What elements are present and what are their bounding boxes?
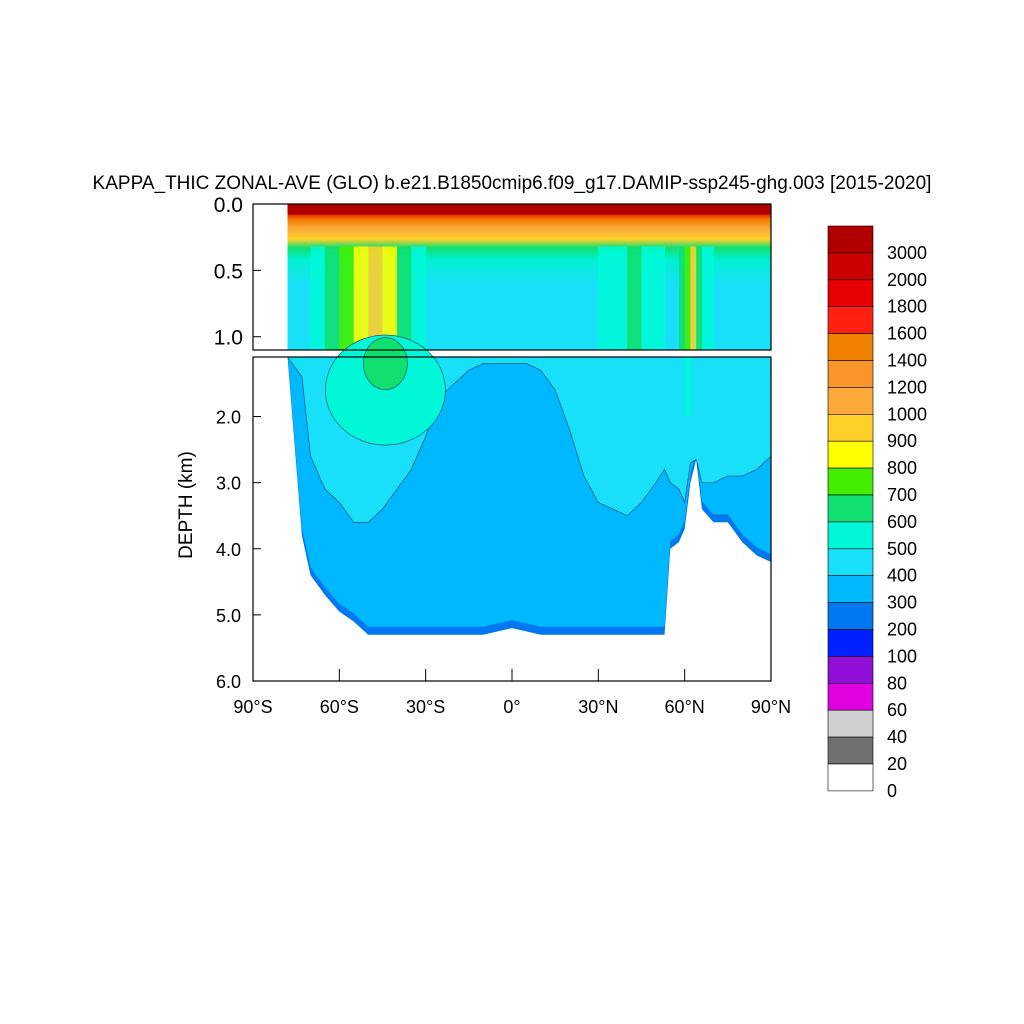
- upper-value-column: [324, 246, 340, 350]
- colorbar-swatch: [827, 602, 874, 630]
- land-mask: [253, 357, 771, 681]
- upper-value-column: [678, 246, 686, 350]
- upper-value-column: [339, 246, 355, 350]
- colorbar-swatch: [827, 629, 874, 657]
- y-axis-label: DEPTH (km): [176, 451, 197, 559]
- upper-value-column: [368, 246, 383, 350]
- colorbar-swatch: [827, 682, 874, 711]
- upper-value-column: [641, 246, 657, 350]
- colorbar-label: 2000: [887, 270, 927, 290]
- colorbar-label: 40: [887, 727, 907, 747]
- colorbar-swatch: [827, 360, 874, 388]
- x-tick-label: 30°N: [578, 697, 618, 717]
- colorbar-swatch: [827, 736, 874, 765]
- upper-value-column: [353, 246, 369, 350]
- colorbar-label: 500: [887, 539, 917, 559]
- chart-title: KAPPA_THIC ZONAL-AVE (GLO) b.e21.B1850cm…: [92, 173, 932, 194]
- colorbar-label: 1000: [887, 404, 927, 424]
- colorbar-swatch: [827, 521, 874, 550]
- colorbar-label: 3000: [887, 243, 927, 263]
- upper-value-column: [627, 246, 642, 350]
- colorbar-swatch: [827, 279, 874, 307]
- colorbar-label: 700: [887, 485, 917, 505]
- axes: 90°S 60°S 30°S 0° 30°N 60°N 90°N 0.0 0.5 1.0 2.0 3.…: [176, 194, 791, 717]
- upper-value-column: [411, 246, 427, 350]
- colorbar-label: 400: [887, 566, 917, 586]
- y-tick-label: 5.0: [216, 606, 241, 626]
- y-tick-label: 2.0: [216, 408, 241, 428]
- colorbar-label: 1800: [887, 297, 927, 317]
- colorbar-label: 1600: [887, 324, 927, 344]
- colorbar-swatch: [827, 413, 874, 442]
- colorbar-label: 80: [887, 673, 907, 693]
- y-tick-label: 4.0: [216, 540, 241, 560]
- colorbar-label: 1200: [887, 377, 927, 397]
- colorbar-swatch: [827, 225, 874, 254]
- upper-value-column: [612, 246, 628, 350]
- y-tick-label: 1.0: [214, 327, 243, 350]
- colorbar-label: 800: [887, 458, 917, 478]
- x-tick-label: 90°N: [751, 697, 791, 717]
- colorbar-swatch: [827, 440, 874, 469]
- upper-value-column: [382, 246, 398, 350]
- upper-value-column: [684, 246, 691, 350]
- upper-value-column: [701, 246, 714, 350]
- colorbar-swatch: [827, 656, 874, 684]
- y-tick-label: 6.0: [216, 672, 241, 692]
- colorbar-swatch: [827, 306, 874, 334]
- colorbar-label: 0: [887, 781, 897, 801]
- colorbar-label: 200: [887, 620, 917, 640]
- upper-value-column: [690, 246, 697, 350]
- colorbar-swatch: [827, 575, 874, 603]
- colorbar-label: 1400: [887, 351, 927, 371]
- x-tick-label: 60°S: [320, 697, 359, 717]
- colorbar-swatch: [827, 467, 874, 496]
- colorbar-label: 900: [887, 431, 917, 451]
- colorbar-label: 20: [887, 754, 907, 774]
- upper-frame: [252, 203, 772, 351]
- upper-value-column: [696, 246, 703, 350]
- upper-panel: [287, 204, 771, 350]
- upper-value-column: [598, 246, 614, 350]
- mode-water-core: [363, 337, 408, 390]
- upper-value-column: [655, 246, 666, 350]
- bottom-layer: [287, 357, 771, 635]
- colorbar-label: 100: [887, 646, 917, 666]
- x-tick-label: 0°: [503, 697, 520, 717]
- y-tick-label: 0.0: [214, 194, 243, 217]
- colorbar: 3000200018001600140012001000900800700600…: [827, 225, 927, 801]
- colorbar-swatch: [827, 548, 874, 576]
- upper-value-column: [396, 246, 412, 350]
- mode-water-lens: [325, 334, 446, 446]
- y-tick-label: 0.5: [214, 260, 243, 283]
- colorbar-swatch: [827, 252, 874, 281]
- y-tick-label: 3.0: [216, 474, 241, 494]
- x-tick-label: 30°S: [406, 697, 445, 717]
- colorbar-label: 300: [887, 593, 917, 613]
- colorbar-swatch: [827, 709, 874, 738]
- colorbar-swatch: [827, 333, 874, 361]
- surface-band: [287, 204, 771, 215]
- colorbar-swatch: [827, 763, 874, 792]
- north-column: [684, 357, 691, 417]
- colorbar-label: 60: [887, 700, 907, 720]
- colorbar-swatch: [827, 494, 874, 523]
- x-tick-label: 90°S: [233, 697, 272, 717]
- x-tick-label: 60°N: [665, 697, 705, 717]
- colorbar-swatch: [827, 387, 874, 415]
- upper-value-column: [310, 246, 326, 350]
- lower-panel: [253, 334, 772, 681]
- colorbar-label: 600: [887, 512, 917, 532]
